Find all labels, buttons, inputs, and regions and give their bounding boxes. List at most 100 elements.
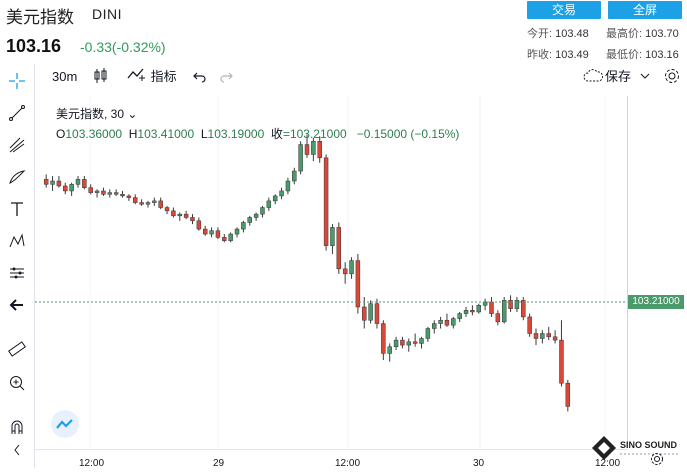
candle: [228, 232, 233, 243]
candle: [406, 338, 412, 352]
redo-icon[interactable]: [219, 66, 233, 88]
trade-button[interactable]: 交易: [527, 1, 601, 19]
ruler-icon[interactable]: [4, 336, 30, 362]
candle: [495, 310, 501, 326]
legend-chevron-icon[interactable]: ⌄: [127, 107, 138, 121]
symbol-code: DINI: [92, 6, 122, 22]
time-axis[interactable]: 12:00 29 12:00 30 12:00: [35, 449, 627, 469]
candle: [158, 197, 163, 210]
candle-body: [565, 382, 571, 407]
candlestick-chart[interactable]: [35, 96, 627, 448]
candle-body: [253, 213, 259, 218]
pitchfork-icon[interactable]: [4, 132, 30, 158]
cloud-icon[interactable]: [582, 66, 604, 88]
candle: [126, 194, 132, 201]
price-axis[interactable]: [627, 96, 687, 448]
candle: [222, 234, 227, 243]
stat-prev-close-value: 103.49: [555, 49, 589, 61]
candle-body: [56, 180, 62, 187]
sidebar-scroll-arrow-icon[interactable]: [4, 442, 30, 458]
candle-body: [260, 207, 265, 215]
time-label: 12:00: [335, 458, 361, 469]
candle-body: [298, 144, 303, 172]
candle: [209, 227, 214, 238]
candle-body: [190, 217, 195, 222]
candle-body: [50, 180, 55, 185]
chart-settings-gear-icon[interactable]: [650, 452, 664, 471]
measure-icon[interactable]: [4, 260, 30, 286]
tradingview-logo-icon[interactable]: [51, 410, 79, 438]
current-price: 103.16: [6, 36, 62, 56]
candle-body: [43, 179, 49, 185]
candle: [533, 328, 539, 346]
candle: [489, 297, 494, 317]
legend-symbol[interactable]: 美元指数, 30 ⌄: [56, 105, 137, 122]
candle: [69, 182, 74, 196]
candle: [75, 176, 81, 188]
text-tool-icon[interactable]: [4, 196, 30, 222]
interval-selector[interactable]: 30m: [52, 69, 78, 84]
indicators-button[interactable]: 指标: [127, 66, 177, 88]
trendline-icon[interactable]: [4, 100, 30, 126]
candle-body: [94, 190, 100, 193]
candle-body: [400, 339, 405, 346]
legend-low-label: L: [200, 127, 208, 141]
legend-symbol-label: 美元指数, 30: [56, 107, 125, 121]
legend-high-value: 103.41000: [137, 127, 195, 141]
ohlc-legend: O103.36000 H103.41000 L103.19000 收=103.2…: [56, 125, 459, 142]
candle-style-icon[interactable]: [93, 66, 109, 88]
undo-icon[interactable]: [193, 66, 207, 88]
candle: [451, 316, 456, 329]
settings-gear-icon[interactable]: [663, 66, 681, 88]
stat-high-label: 最高价:: [606, 28, 643, 40]
candle-body: [247, 217, 252, 223]
candle-body: [463, 310, 469, 314]
candle-body: [482, 301, 488, 306]
candle-body: [215, 230, 221, 238]
watermark-text: SINO SOUND: [620, 440, 678, 450]
indicators-label: 指标: [150, 69, 177, 84]
candle: [552, 330, 558, 344]
save-button[interactable]: 保存: [605, 69, 632, 84]
candle-body: [546, 333, 551, 338]
candle-body: [355, 260, 361, 308]
candle-body: [330, 227, 335, 246]
stat-open-value: 103.48: [555, 28, 589, 40]
candle: [279, 187, 284, 200]
chevron-down-icon[interactable]: [640, 66, 650, 88]
fullscreen-button[interactable]: 全屏: [608, 1, 682, 19]
candle: [304, 134, 310, 158]
candle-body: [126, 195, 132, 198]
candle: [298, 141, 303, 175]
time-label: 29: [213, 458, 225, 469]
crosshair-icon[interactable]: [4, 68, 30, 94]
magnet-icon[interactable]: [4, 414, 30, 440]
pattern-icon[interactable]: [4, 228, 30, 254]
candle: [444, 313, 450, 327]
candle-body: [171, 210, 176, 217]
candle-body: [457, 313, 462, 319]
candle: [43, 174, 49, 188]
drawing-sidebar: [0, 64, 35, 468]
zoom-in-icon[interactable]: [4, 370, 30, 396]
stat-prev-close-label: 昨收:: [527, 49, 553, 61]
candle-body: [164, 207, 170, 212]
legend-open-value: 103.36000: [65, 127, 123, 141]
candle: [50, 176, 55, 191]
candle: [336, 222, 342, 274]
candle-body: [559, 339, 564, 384]
candle: [559, 320, 564, 387]
candle-body: [432, 323, 437, 329]
candle: [152, 197, 157, 206]
brush-icon[interactable]: [4, 164, 30, 190]
candle-body: [183, 213, 189, 218]
stat-low-value: 103.16: [645, 49, 679, 61]
candle-body: [241, 222, 246, 230]
candle-body: [311, 140, 316, 155]
candle: [425, 326, 431, 342]
candle-body: [317, 140, 322, 159]
candle: [546, 326, 551, 341]
candle: [311, 137, 316, 162]
candle: [202, 225, 208, 236]
back-arrow-icon[interactable]: [4, 292, 30, 318]
